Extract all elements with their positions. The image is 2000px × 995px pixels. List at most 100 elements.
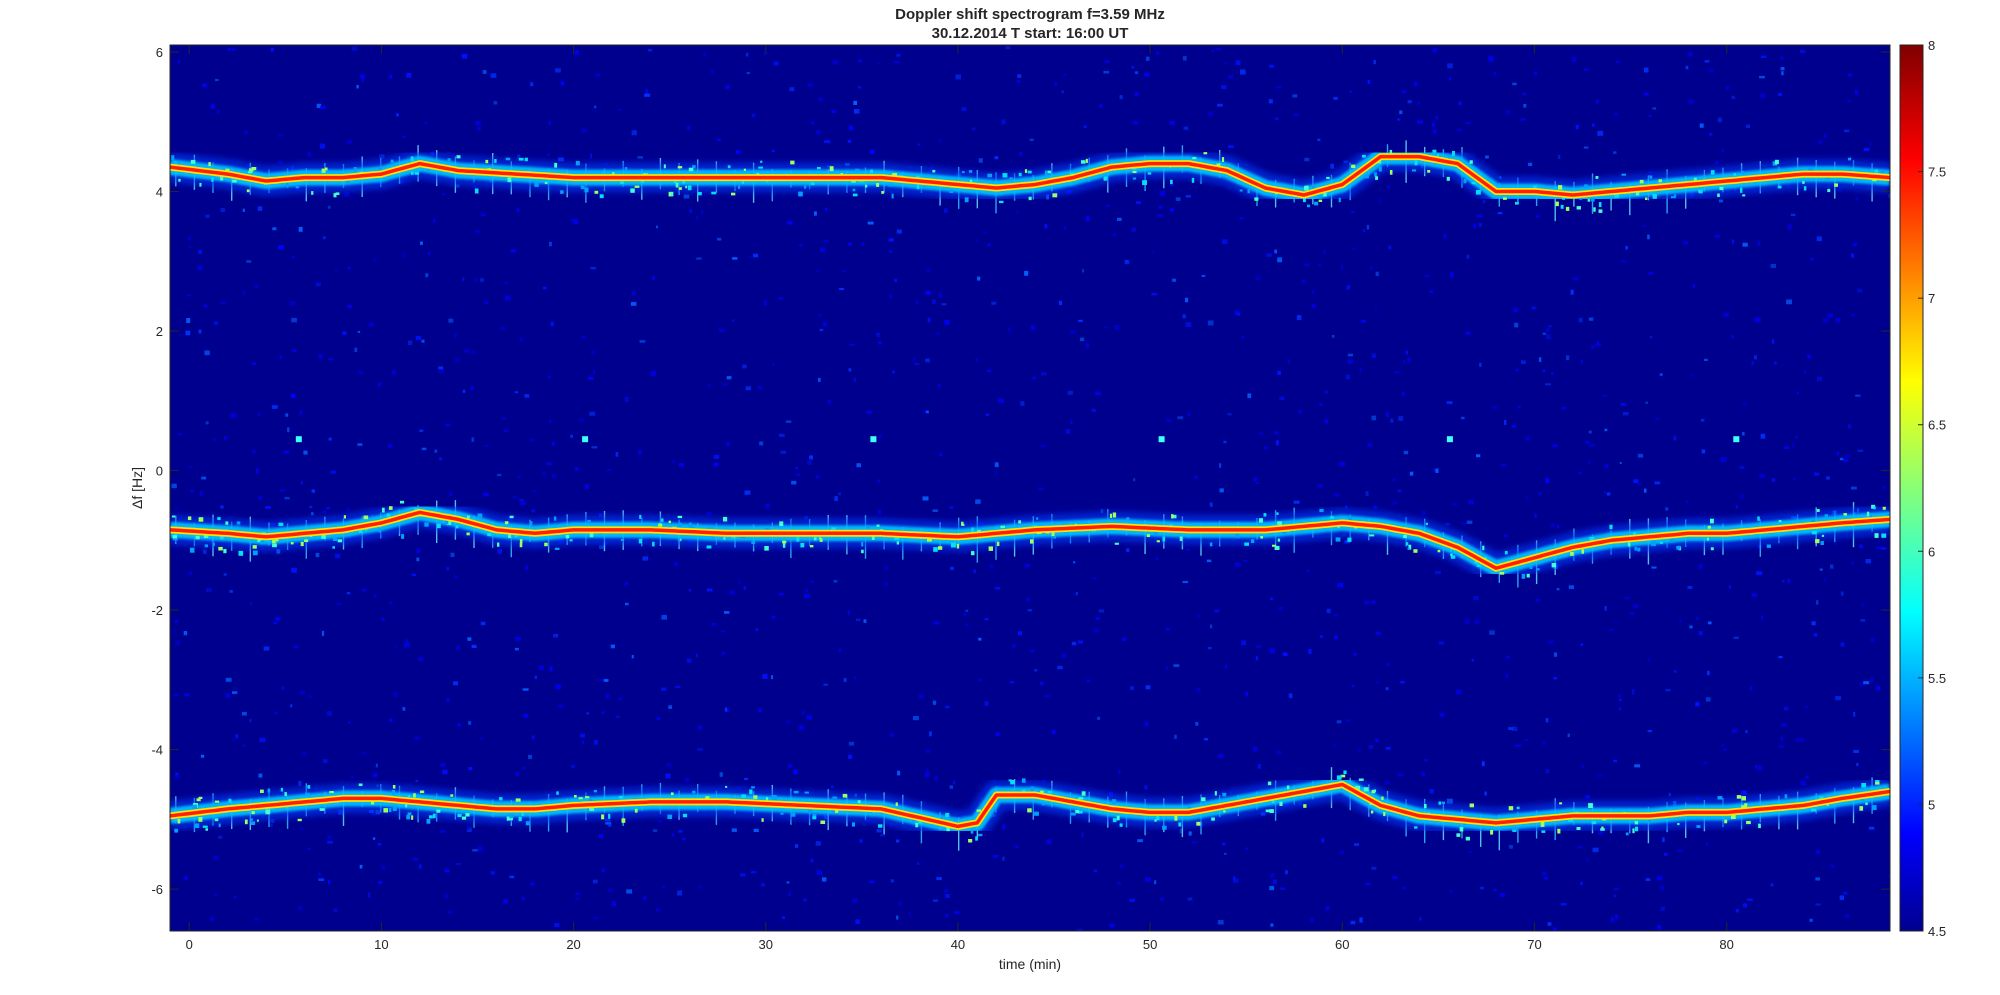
- trace-speck: [796, 536, 800, 542]
- noise-speck: [298, 906, 303, 911]
- noise-speck: [522, 688, 529, 691]
- noise-speck: [1795, 737, 1799, 743]
- noise-speck: [877, 479, 881, 483]
- noise-speck: [1811, 621, 1816, 626]
- noise-speck: [263, 646, 270, 651]
- trace-speck: [749, 789, 753, 795]
- noise-speck: [869, 880, 875, 884]
- trace-speck: [915, 822, 919, 828]
- noise-speck: [599, 545, 605, 549]
- trace-speck: [1674, 194, 1677, 198]
- noise-speck: [668, 705, 673, 709]
- noise-speck: [1723, 312, 1729, 317]
- noise-speck: [1650, 336, 1653, 339]
- noise-speck: [361, 77, 364, 82]
- trace-speck: [1427, 170, 1431, 173]
- noise-speck: [1531, 306, 1537, 310]
- trace-speck: [780, 812, 784, 815]
- noise-speck: [590, 153, 593, 159]
- noise-speck: [444, 869, 450, 873]
- noise-speck: [1588, 443, 1595, 448]
- y-axis-label: Δf [Hz]: [129, 467, 145, 509]
- trace-speck: [1658, 179, 1662, 183]
- trace-speck: [1736, 795, 1742, 799]
- noise-speck: [1637, 483, 1642, 486]
- trace-speck: [1271, 798, 1275, 804]
- noise-speck: [373, 773, 378, 778]
- noise-speck: [328, 358, 333, 361]
- noise-speck: [1515, 369, 1519, 372]
- noise-speck: [178, 433, 183, 436]
- noise-speck: [472, 849, 478, 852]
- noise-speck: [607, 888, 613, 892]
- noise-speck: [1707, 670, 1710, 676]
- noise-speck: [232, 738, 235, 742]
- noise-speck: [1578, 317, 1583, 323]
- noise-speck: [1443, 233, 1447, 239]
- noise-speck: [581, 740, 585, 745]
- trace-speck: [1414, 826, 1418, 829]
- trace-speck: [818, 537, 822, 540]
- noise-speck: [1221, 85, 1227, 89]
- noise-speck: [388, 718, 393, 722]
- noise-speck: [1705, 697, 1711, 702]
- noise-speck: [1324, 419, 1329, 424]
- noise-speck: [1538, 492, 1542, 496]
- noise-speck: [493, 101, 498, 105]
- noise-speck: [574, 50, 579, 56]
- trace-speck: [1874, 533, 1879, 538]
- noise-speck: [815, 474, 820, 479]
- noise-speck: [309, 505, 313, 509]
- noise-speck: [1219, 488, 1224, 493]
- noise-speck: [986, 369, 992, 373]
- noise-speck: [372, 837, 376, 840]
- noise-speck: [1045, 695, 1051, 698]
- noise-speck: [1717, 117, 1722, 123]
- noise-speck: [407, 340, 413, 345]
- trace-core: [170, 510, 1890, 570]
- noise-speck: [381, 865, 385, 870]
- noise-speck: [1120, 864, 1124, 868]
- noise-speck: [1848, 73, 1852, 77]
- noise-speck: [1187, 897, 1193, 901]
- noise-speck: [1032, 376, 1036, 380]
- noise-speck: [1376, 680, 1380, 684]
- noise-speck: [1367, 442, 1373, 447]
- noise-speck: [786, 720, 791, 724]
- noise-speck: [1742, 401, 1748, 405]
- noise-speck: [590, 267, 596, 270]
- noise-speck: [420, 241, 423, 245]
- noise-speck: [1700, 419, 1705, 422]
- noise-speck: [1239, 217, 1244, 220]
- trace-speck: [337, 539, 343, 543]
- noise-speck: [1728, 585, 1731, 589]
- noise-speck: [932, 509, 938, 512]
- noise-speck: [1362, 229, 1366, 233]
- noise-speck: [1665, 688, 1671, 692]
- trace-speck: [248, 168, 254, 172]
- noise-speck: [1083, 125, 1087, 129]
- y-tick-label: -4: [151, 743, 163, 758]
- trace-speck: [675, 182, 679, 188]
- noise-speck: [1545, 478, 1550, 484]
- noise-speck: [978, 158, 983, 163]
- noise-speck: [605, 822, 612, 825]
- trace-speck: [400, 500, 405, 504]
- noise-speck: [1843, 459, 1849, 462]
- noise-speck: [1668, 792, 1671, 797]
- noise-speck: [657, 820, 662, 823]
- noise-speck: [298, 226, 303, 232]
- trace-speck: [1740, 187, 1743, 193]
- noise-speck: [597, 679, 604, 682]
- trace-speck: [1044, 170, 1048, 176]
- trace-speck: [521, 812, 524, 816]
- trace-speck: [587, 806, 590, 812]
- noise-speck: [1637, 453, 1644, 458]
- noise-speck: [1275, 440, 1279, 446]
- noise-speck: [457, 723, 461, 727]
- noise-speck: [985, 413, 990, 416]
- noise-speck: [1816, 236, 1822, 242]
- noise-speck: [1732, 239, 1735, 244]
- trace-speck: [208, 162, 211, 167]
- noise-speck: [1341, 265, 1344, 270]
